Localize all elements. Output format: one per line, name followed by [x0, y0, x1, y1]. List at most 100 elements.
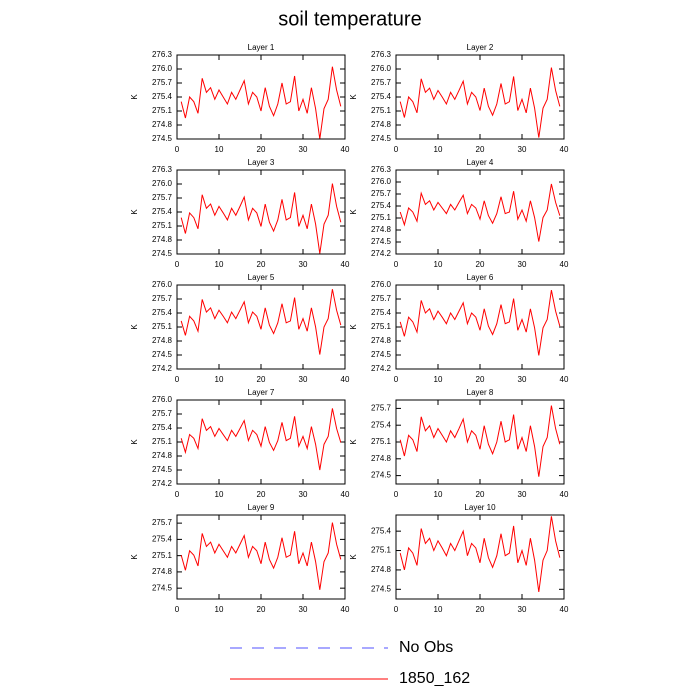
y-tick-label: 275.7: [152, 294, 173, 303]
data-line: [180, 522, 342, 590]
y-tick-label: 276.0: [371, 280, 392, 289]
y-tick-label: 275.4: [152, 423, 173, 432]
y-tick-label: 275.7: [371, 404, 392, 413]
y-tick-label: 274.5: [152, 134, 173, 143]
y-axis-label: K: [130, 439, 139, 445]
plot-frame: [395, 284, 565, 370]
y-tick-label: 275.1: [371, 322, 392, 331]
plot-frame: [176, 284, 346, 370]
y-axis-label: K: [130, 324, 139, 330]
x-tick-label: 10: [434, 490, 443, 499]
y-tick-label: 276.0: [371, 177, 392, 186]
y-tick-label: 274.5: [371, 471, 392, 480]
x-tick-label: 0: [175, 145, 180, 154]
panel-title: Layer 9: [248, 503, 275, 512]
x-tick-label: 0: [394, 145, 399, 154]
y-tick-label: 274.8: [371, 120, 392, 129]
y-tick-label: 276.0: [152, 64, 173, 73]
y-tick-label: 274.5: [152, 465, 173, 474]
y-tick-label: 275.7: [371, 189, 392, 198]
x-tick-label: 40: [341, 605, 350, 614]
y-tick-label: 274.5: [371, 584, 392, 593]
y-tick-label: 274.5: [371, 350, 392, 359]
panel-title: Layer 5: [248, 273, 275, 282]
y-axis-label: K: [130, 94, 139, 100]
y-tick-label: 274.2: [371, 364, 392, 373]
x-tick-label: 30: [299, 260, 308, 269]
data-line: [399, 516, 561, 592]
data-line: [399, 290, 561, 356]
x-tick-label: 0: [175, 490, 180, 499]
x-tick-label: 40: [560, 260, 569, 269]
plot-frame: [395, 514, 565, 600]
x-tick-label: 40: [341, 490, 350, 499]
y-tick-label: 274.8: [152, 120, 173, 129]
y-tick-label: 275.4: [371, 92, 392, 101]
y-tick-label: 274.8: [371, 565, 392, 574]
panel-title: Layer 8: [467, 388, 494, 397]
y-tick-label: 275.1: [371, 106, 392, 115]
x-tick-label: 20: [476, 145, 485, 154]
x-tick-label: 30: [518, 605, 527, 614]
x-tick-label: 40: [341, 145, 350, 154]
y-tick-label: 275.4: [152, 207, 173, 216]
y-tick-label: 274.5: [371, 237, 392, 246]
x-tick-label: 20: [476, 490, 485, 499]
legend-label: 1850_162: [399, 670, 470, 687]
x-tick-label: 30: [518, 490, 527, 499]
panel-title: Layer 10: [464, 503, 496, 512]
y-tick-label: 275.4: [371, 526, 392, 535]
data-line: [180, 66, 342, 140]
y-tick-label: 276.3: [152, 50, 173, 59]
x-tick-label: 40: [341, 260, 350, 269]
y-tick-label: 275.4: [371, 201, 392, 210]
x-tick-label: 20: [257, 375, 266, 384]
y-tick-label: 275.4: [152, 92, 173, 101]
y-tick-label: 274.2: [152, 479, 173, 488]
x-tick-label: 40: [560, 145, 569, 154]
figure-title: soil temperature: [278, 8, 421, 30]
y-tick-label: 275.7: [152, 78, 173, 87]
x-tick-label: 30: [299, 145, 308, 154]
x-tick-label: 10: [434, 145, 443, 154]
y-tick-label: 275.4: [371, 420, 392, 429]
y-tick-label: 276.0: [371, 64, 392, 73]
x-tick-label: 0: [394, 375, 399, 384]
y-tick-label: 274.8: [152, 451, 173, 460]
y-tick-label: 274.2: [371, 249, 392, 258]
plot-frame: [176, 169, 346, 255]
data-line: [180, 289, 342, 355]
plot-frame: [395, 169, 565, 255]
y-tick-label: 275.1: [371, 213, 392, 222]
y-tick-label: 275.1: [152, 437, 173, 446]
y-tick-label: 274.5: [152, 350, 173, 359]
y-tick-label: 274.8: [152, 567, 173, 576]
x-tick-label: 30: [518, 260, 527, 269]
y-axis-label: K: [130, 209, 139, 215]
y-tick-label: 274.5: [152, 583, 173, 592]
y-tick-label: 274.8: [371, 225, 392, 234]
y-tick-label: 275.1: [371, 546, 392, 555]
x-tick-label: 10: [434, 260, 443, 269]
panel-title: Layer 3: [248, 158, 275, 167]
x-tick-label: 0: [394, 490, 399, 499]
y-tick-label: 276.0: [152, 395, 173, 404]
panel-title: Layer 1: [248, 43, 275, 52]
y-tick-label: 275.4: [152, 308, 173, 317]
data-line: [399, 405, 561, 477]
x-tick-label: 10: [215, 260, 224, 269]
data-line: [399, 67, 561, 138]
panel-title: Layer 7: [248, 388, 275, 397]
x-tick-label: 20: [257, 490, 266, 499]
x-tick-label: 40: [560, 490, 569, 499]
x-tick-label: 10: [434, 375, 443, 384]
y-tick-label: 275.4: [152, 534, 173, 543]
y-tick-label: 274.8: [152, 336, 173, 345]
plot-frame: [176, 54, 346, 140]
legend-label: No Obs: [399, 639, 453, 656]
x-tick-label: 20: [257, 260, 266, 269]
y-tick-label: 275.1: [152, 551, 173, 560]
y-tick-label: 275.1: [152, 106, 173, 115]
x-tick-label: 20: [476, 260, 485, 269]
